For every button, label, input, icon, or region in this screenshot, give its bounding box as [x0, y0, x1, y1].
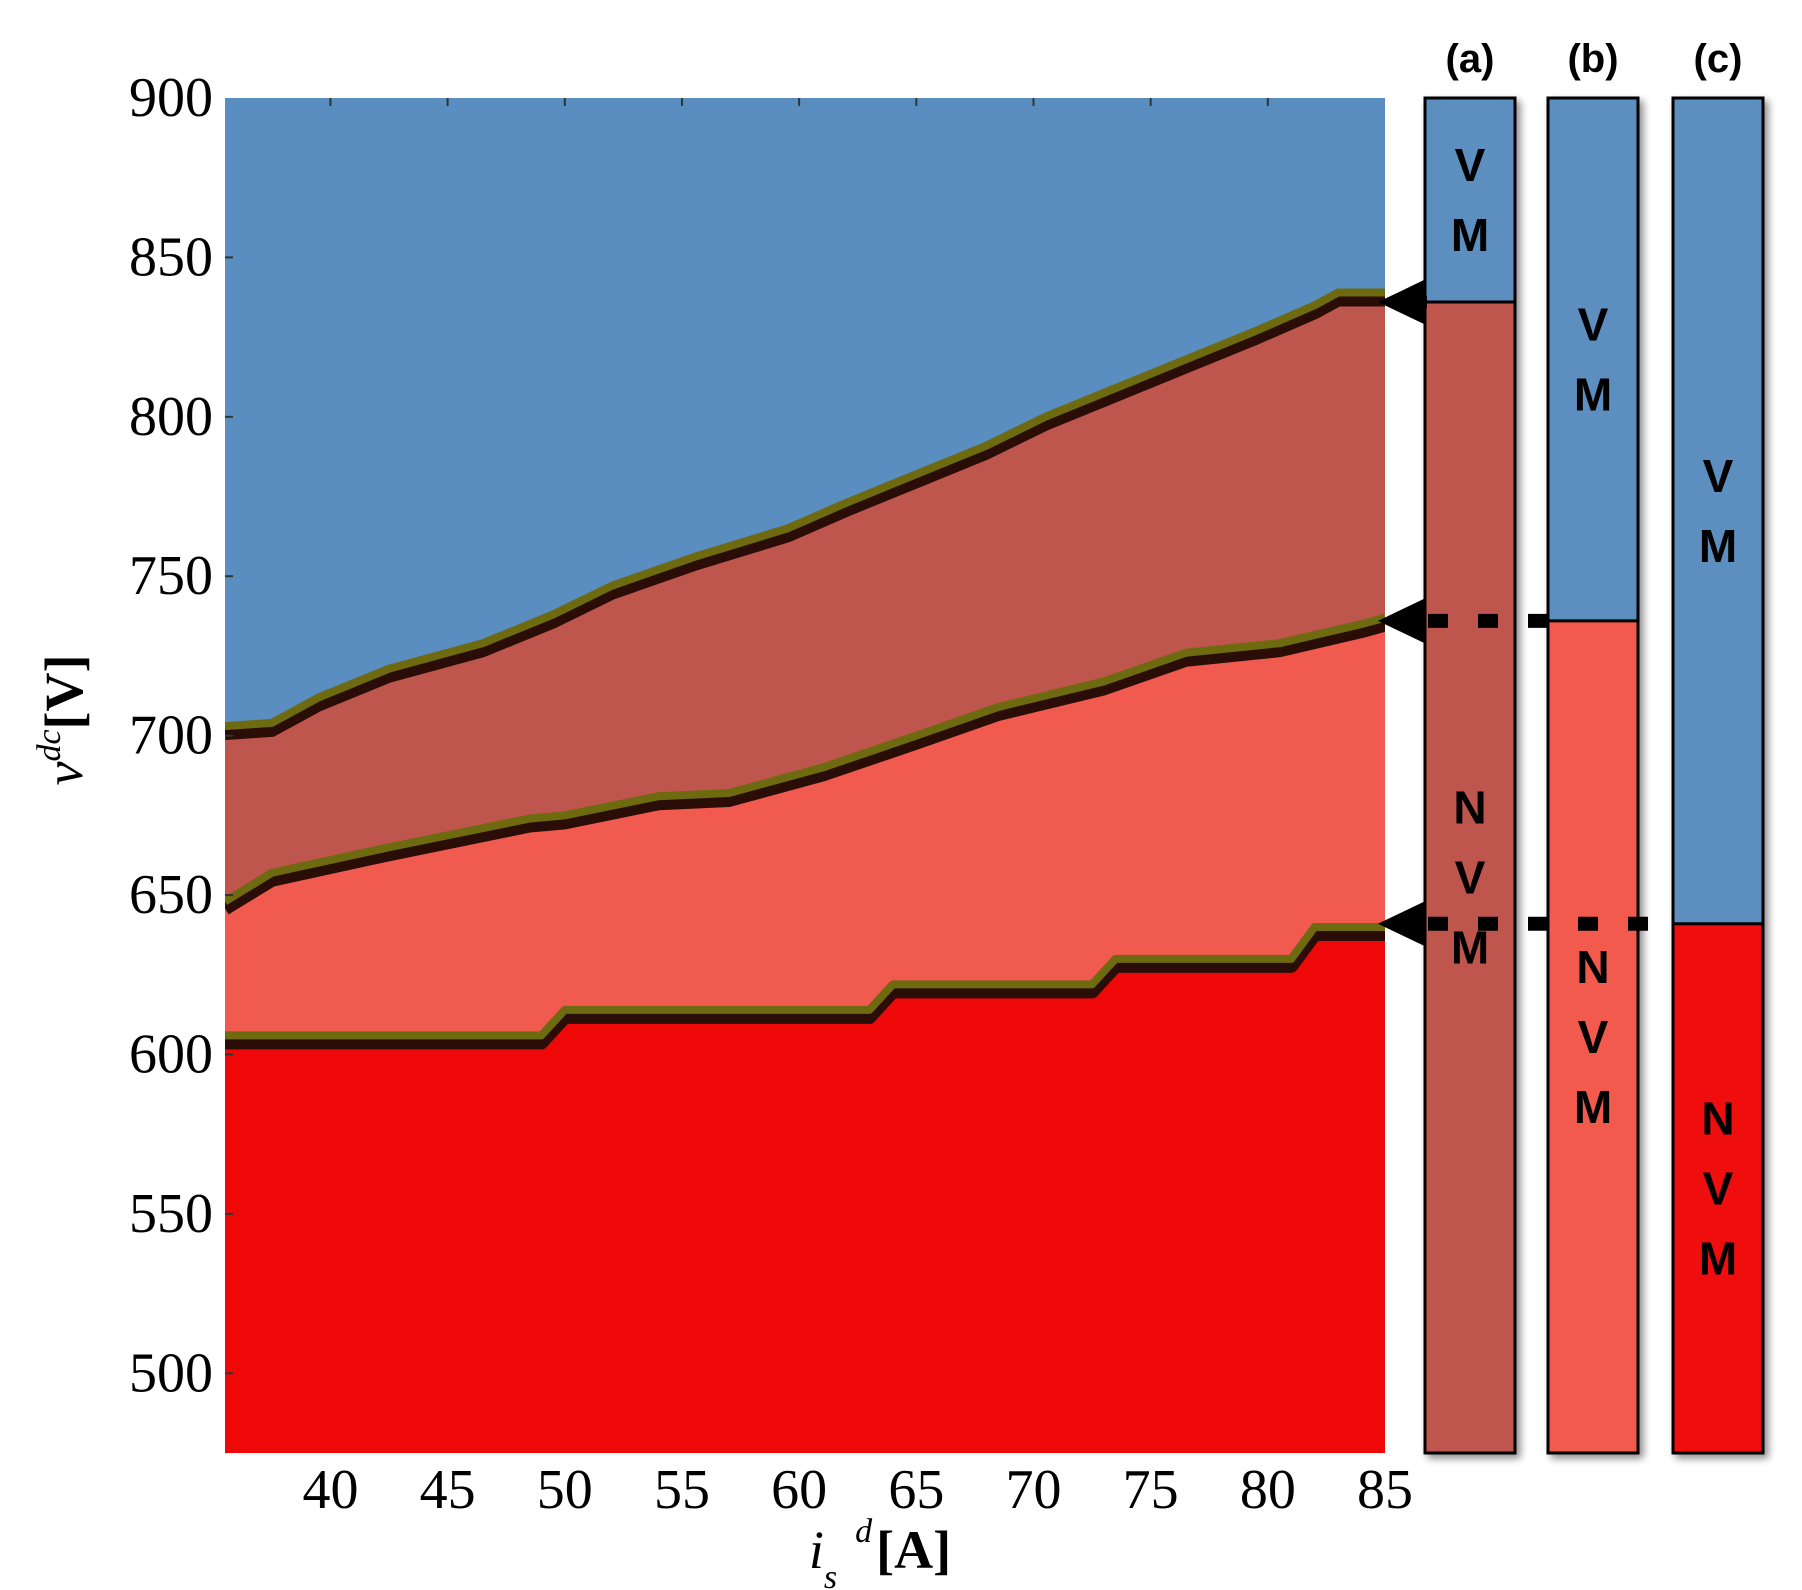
mode-bar-nvm-letter: V	[1578, 1011, 1609, 1063]
arrow-head	[1378, 279, 1426, 326]
boundary-line-1	[225, 613, 1385, 905]
mode-bar-outline	[1423, 96, 1517, 1455]
panel-label: (b)	[1567, 37, 1618, 81]
mode-bar-vm-letter: V	[1703, 450, 1734, 502]
mode-bar-nvm-letter: V	[1455, 852, 1486, 904]
arrow-head	[1378, 597, 1426, 644]
x-tick-label: 75	[1123, 1459, 1179, 1521]
region-nvm-c	[225, 926, 1385, 1453]
mode-bar-nvm-segment	[1425, 302, 1515, 1453]
mode-bar-nvm-letter: M	[1699, 1232, 1737, 1284]
mode-bar-vm-letter: V	[1578, 298, 1609, 350]
x-tick-label: 65	[888, 1459, 944, 1521]
x-tick-label: 50	[537, 1459, 593, 1521]
top-minor-ticks	[225, 98, 1269, 1375]
mode-bar-c	[1671, 96, 1765, 1455]
boundary-shadow-0	[225, 292, 1385, 741]
mode-bar-nvm-letter: N	[1701, 1092, 1734, 1144]
svg-text:vdc[V]: vdc[V]	[31, 654, 94, 785]
svg-text:isd[A]: isd[A]	[809, 1513, 951, 1590]
mode-bar-vm-segment	[1548, 98, 1638, 621]
y-tick-labels: 900 850 800 750 700 650 600 550 500	[129, 67, 213, 1404]
x-tick-label: 55	[654, 1459, 710, 1521]
x-tick-label: 80	[1240, 1459, 1296, 1521]
threshold-arrow-a	[1378, 279, 1427, 326]
mode-bar-nvm-letter: N	[1576, 941, 1609, 993]
arrow-head	[1378, 900, 1426, 947]
mode-bar-nvm-letter: V	[1703, 1162, 1734, 1214]
boundary-shadow-1	[225, 617, 1385, 915]
x-tick-label: 45	[420, 1459, 476, 1521]
y-tick-label: 900	[129, 67, 213, 129]
mode-bar-nvm-segment	[1548, 620, 1638, 1453]
mode-bar-outline	[1546, 96, 1640, 1455]
x-axis-label: isd[A]	[809, 1513, 951, 1590]
y-tick-label: 850	[129, 226, 213, 288]
x-tick-label: 60	[771, 1459, 827, 1521]
y-tick-label: 800	[129, 386, 213, 448]
y-axis-label: vdc[V]	[31, 654, 94, 785]
mode-bar-vm-letter: M	[1574, 368, 1612, 420]
threshold-arrow-b	[1378, 597, 1550, 644]
mode-bar-vm-letter: M	[1451, 209, 1489, 261]
mode-bar-vm-segment	[1673, 98, 1763, 924]
mode-bar-nvm-letter: N	[1453, 782, 1486, 834]
panel-label: (a)	[1446, 37, 1495, 81]
mode-bar-nvm-segment	[1673, 923, 1763, 1453]
boundary-shadow-2	[225, 926, 1385, 1050]
panel-label: (c)	[1694, 37, 1743, 81]
mode-bar-b	[1546, 96, 1640, 1455]
y-tick-label: 750	[129, 545, 213, 607]
plot-area	[225, 98, 1385, 1453]
mode-bar-vm-segment	[1425, 98, 1515, 303]
x-tick-label: 85	[1357, 1459, 1413, 1521]
mode-bar-nvm-letter: M	[1574, 1081, 1612, 1133]
mode-bar-vm-letter: V	[1455, 139, 1486, 191]
mode-bar-outline	[1671, 96, 1765, 1455]
mode-bar-vm-letter: M	[1699, 520, 1737, 572]
threshold-arrow-c	[1378, 900, 1675, 947]
x-tick-label: 70	[1005, 1459, 1061, 1521]
threshold-arrows	[1378, 279, 1675, 947]
x-tick-label: 40	[302, 1459, 358, 1521]
x-tick-labels: 40 45 50 55 60 65 70 75 80 85	[302, 1459, 1413, 1521]
mode-bar-a	[1423, 96, 1517, 1455]
y-tick-label: 550	[129, 1183, 213, 1245]
boundary-line-2	[225, 922, 1385, 1040]
y-tick-label: 600	[129, 1023, 213, 1085]
boundary-line-0	[225, 288, 1385, 731]
y-tick-label: 650	[129, 864, 213, 926]
y-tick-label: 500	[129, 1342, 213, 1404]
y-tick-label: 700	[129, 705, 213, 767]
